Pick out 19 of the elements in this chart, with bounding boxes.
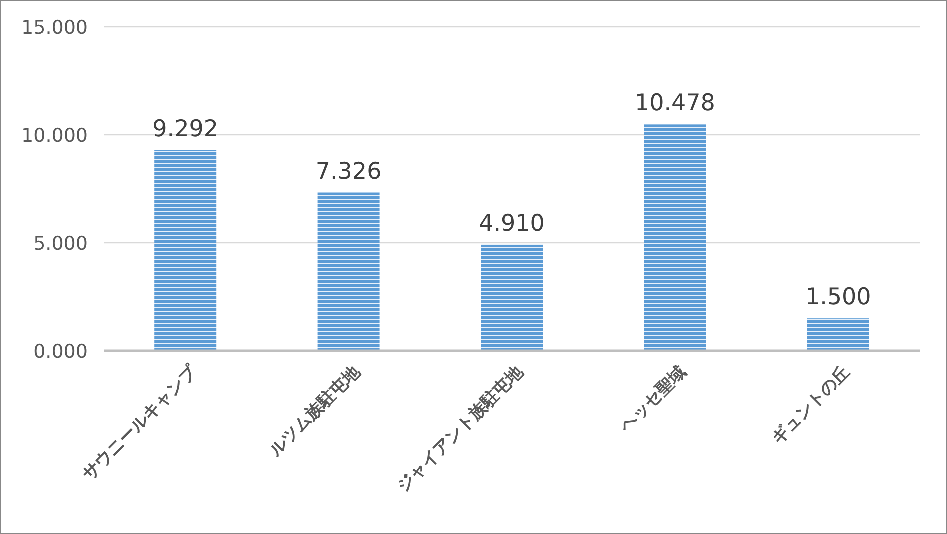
data-label: 7.326 <box>316 158 382 185</box>
bar <box>644 124 706 351</box>
x-tick-label: ヘッセ聖域 <box>616 362 691 438</box>
y-tick-label: 5.000 <box>34 233 88 255</box>
data-label: 9.292 <box>152 116 219 142</box>
data-label: 10.478 <box>634 90 716 117</box>
bar <box>481 244 543 351</box>
bar <box>154 150 217 351</box>
data-label: 4.910 <box>479 210 545 237</box>
y-tick-label: 0.000 <box>34 341 88 363</box>
bar <box>318 192 380 351</box>
data-label: 1.500 <box>805 284 872 311</box>
x-tick-label: ジャイアント族駐屯地 <box>393 362 528 497</box>
y-tick-label: 10.000 <box>22 125 88 147</box>
x-tick-label: ギュントの丘 <box>768 362 854 449</box>
x-tick-label: ルツム族駐屯地 <box>265 362 366 462</box>
x-tick-label: サウニールキャンプ <box>78 362 202 485</box>
y-tick-label: 15.000 <box>22 17 88 39</box>
bar <box>807 318 870 351</box>
